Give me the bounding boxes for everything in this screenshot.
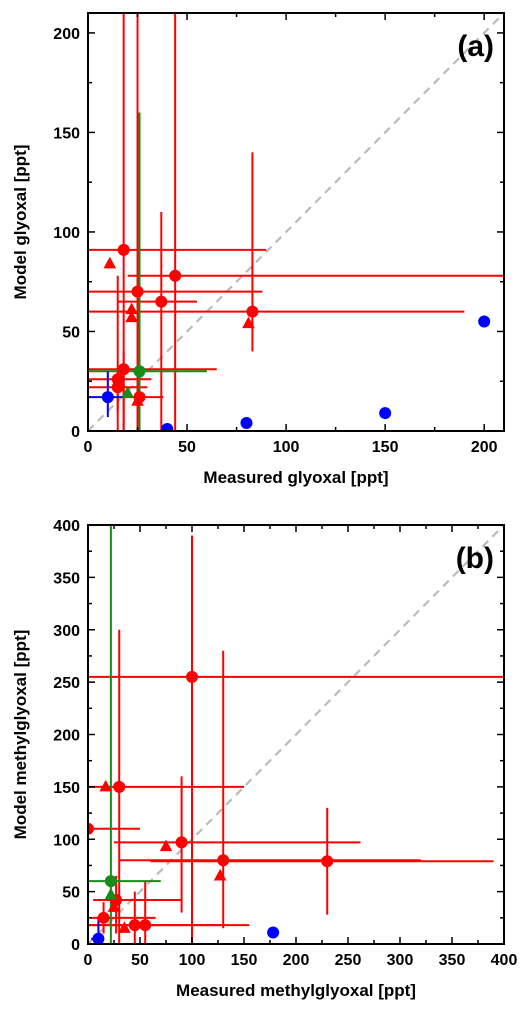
y-tick-label: 0 xyxy=(71,424,80,441)
x-tick-label: 50 xyxy=(178,439,196,456)
x-tick-label: 100 xyxy=(179,952,206,969)
data-point-red-circle xyxy=(186,670,198,683)
data-point-blue-circle xyxy=(101,391,114,404)
data-point-red-circle xyxy=(131,285,144,298)
data-point-red-triangle xyxy=(103,256,117,269)
x-tick-label: 150 xyxy=(231,952,258,969)
data-point-red-circle xyxy=(128,919,141,932)
x-tick-label: 150 xyxy=(372,439,399,456)
plot-area xyxy=(88,525,504,944)
x-tick-label: 200 xyxy=(471,439,498,456)
x-tick-label: 0 xyxy=(84,439,93,456)
x-tick-label: 100 xyxy=(273,439,300,456)
data-point-red-circle xyxy=(321,855,334,868)
x-tick-label: 300 xyxy=(387,952,414,969)
data-point-blue-circle xyxy=(478,315,491,328)
x-tick-label: 400 xyxy=(491,952,518,969)
one-to-one-line xyxy=(88,13,504,431)
data-point-red-triangle xyxy=(131,394,144,406)
one-to-one-line xyxy=(88,525,504,944)
data-point-green-circle xyxy=(104,875,117,888)
data-point-green-triangle xyxy=(121,386,134,398)
data-point-red-circle xyxy=(217,854,230,867)
y-tick-label: 100 xyxy=(53,225,80,242)
data-point-blue-circle xyxy=(379,407,392,420)
y-tick-label: 150 xyxy=(53,125,80,142)
y-axis-label: Model glyoxal [ppt] xyxy=(11,145,30,300)
data-point-red-triangle xyxy=(159,839,173,852)
y-tick-label: 100 xyxy=(53,832,80,849)
x-tick-label: 350 xyxy=(439,952,466,969)
y-tick-label: 300 xyxy=(53,623,80,640)
data-point-red-circle xyxy=(111,381,124,394)
x-tick-label: 250 xyxy=(335,952,362,969)
y-tick-label: 50 xyxy=(62,324,80,341)
data-point-red-circle xyxy=(169,269,182,282)
chart-panel-1: 0 50 100 150 200 250 300 350 400 0 50 100 150 200 250 3… xyxy=(11,518,517,1000)
y-tick-label: 200 xyxy=(53,26,80,43)
x-axis-label: Measured glyoxal [ppt] xyxy=(203,468,388,487)
y-tick-label: 50 xyxy=(62,885,80,902)
data-point-red-triangle xyxy=(242,316,255,329)
data-point-green-triangle xyxy=(104,887,118,900)
data-point-red-triangle xyxy=(213,868,227,881)
panel-label: (a) xyxy=(457,30,494,63)
data-point-green-circle xyxy=(133,365,146,378)
data-point-blue-circle xyxy=(161,423,174,431)
data-point-red-triangle xyxy=(107,900,121,912)
chart-panel-0: 0 50 100 150 200 0 50 100 150 200 Measured glyoxal… xyxy=(11,12,505,487)
y-tick-label: 350 xyxy=(53,570,80,587)
data-point-blue-circle xyxy=(267,926,280,939)
y-tick-label: 0 xyxy=(71,937,80,954)
data-point-red-circle xyxy=(246,305,259,318)
x-tick-label: 200 xyxy=(283,952,310,969)
data-point-red-triangle xyxy=(125,302,138,315)
data-point-red-triangle xyxy=(125,310,138,323)
data-point-blue-circle xyxy=(92,932,105,944)
plot-area xyxy=(88,13,504,431)
data-point-red-triangle xyxy=(99,779,112,792)
plot-frame xyxy=(87,12,505,432)
data-point-red-circle xyxy=(97,911,110,924)
data-point-red-circle xyxy=(139,919,152,932)
y-tick-label: 150 xyxy=(53,780,80,797)
data-point-blue-circle xyxy=(240,417,253,430)
y-axis-label: Model methylglyoxal [ppt] xyxy=(11,630,30,840)
data-point-red-circle xyxy=(117,243,130,256)
x-axis-label: Measured methylglyoxal [ppt] xyxy=(176,981,416,1000)
x-tick-label: 50 xyxy=(131,952,149,969)
data-point-red-circle xyxy=(88,822,94,835)
y-tick-label: 200 xyxy=(53,728,80,745)
y-tick-label: 250 xyxy=(53,675,80,692)
data-point-red-circle xyxy=(155,295,168,308)
data-point-red-circle xyxy=(113,780,126,793)
panel-label: (b) xyxy=(456,542,494,575)
y-tick-label: 400 xyxy=(53,518,80,535)
data-point-red-circle xyxy=(175,836,188,849)
x-tick-label: 0 xyxy=(84,952,93,969)
data-point-red-circle xyxy=(117,363,130,376)
data-point-red-triangle xyxy=(118,921,131,933)
